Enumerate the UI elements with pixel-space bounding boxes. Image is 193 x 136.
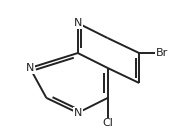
- Text: N: N: [26, 63, 34, 73]
- Text: N: N: [74, 18, 82, 28]
- Text: Cl: Cl: [102, 118, 113, 128]
- Text: Br: Br: [156, 48, 168, 58]
- Text: N: N: [74, 108, 82, 118]
